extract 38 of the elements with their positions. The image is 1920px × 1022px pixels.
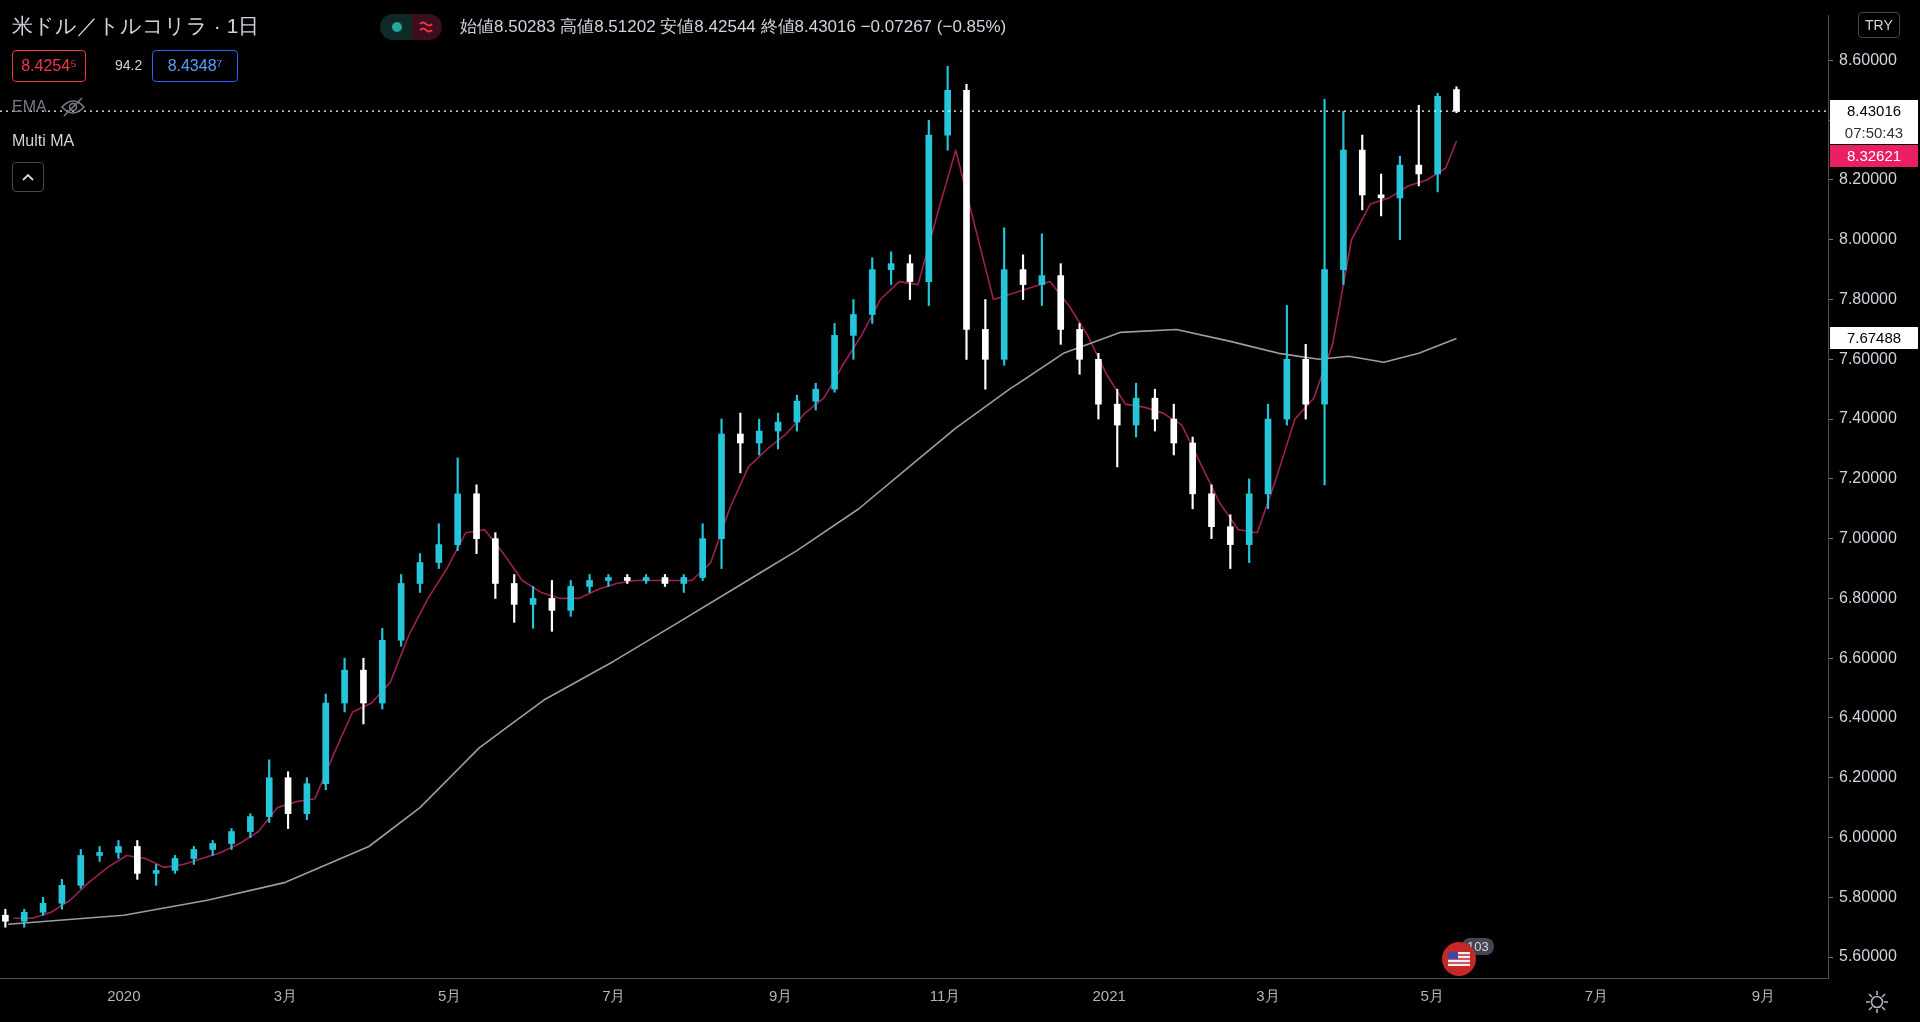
text: TRY: [1858, 12, 1900, 38]
y-tick-label: 6.40000: [1839, 708, 1897, 726]
y-tick-label: 7.80000: [1839, 289, 1897, 307]
ref-line-label: 8.43016: [1830, 100, 1918, 123]
y-tick-label: 8.00000: [1839, 230, 1897, 248]
y-tick-label: 6.20000: [1839, 768, 1897, 786]
y-tick-label: 8.60000: [1839, 50, 1897, 68]
x-tick-label: 9月: [769, 987, 793, 1005]
annotation: 8.4254⁵: [12, 50, 86, 82]
text: 8.32621: [1830, 145, 1918, 168]
chart-title: 米ドル／トルコリラ · 1日: [12, 13, 260, 39]
x-tick-label: 2020: [107, 987, 141, 1005]
y-tick-label: 6.80000: [1839, 588, 1897, 606]
y-tick-label: 7.40000: [1839, 409, 1897, 427]
y-tick-label: 6.60000: [1839, 648, 1897, 666]
annotation: EMA: [12, 98, 47, 116]
x-tick-label: 9月: [1751, 987, 1776, 1005]
y-tick-label: 5.60000: [1839, 947, 1897, 965]
x-tick-label: 5月: [1420, 987, 1444, 1005]
annotation: 94.2: [115, 57, 143, 73]
annotation: Multi MA: [12, 132, 75, 150]
x-tick-label: 2021: [1092, 987, 1126, 1005]
annotation: 8.4348⁷: [152, 50, 238, 82]
y-tick-label: 5.80000: [1839, 887, 1897, 905]
x-tick-label: 3月: [273, 987, 298, 1005]
y-tick-label: 7.20000: [1839, 469, 1897, 487]
y-tick-label: 6.00000: [1839, 827, 1897, 845]
x-tick-label: 11月: [929, 987, 961, 1005]
x-tick-label: 3月: [1256, 987, 1280, 1005]
y-tick-label: 8.20000: [1839, 170, 1897, 188]
y-tick-label: 7.60000: [1839, 349, 1897, 367]
x-tick-label: 7月: [602, 987, 626, 1005]
chart-subtitle: 始値8.50283 高値8.51202 安値8.42544 終値8.43016 −0.07267 (−0.85%): [460, 16, 1007, 38]
x-tick-label: 5月: [437, 987, 462, 1005]
y-tick-label: 7.00000: [1839, 529, 1897, 547]
x-tick-label: 7月: [1584, 987, 1609, 1005]
text: 7.67488: [1830, 327, 1918, 350]
text: 07:50:43: [1830, 122, 1918, 145]
